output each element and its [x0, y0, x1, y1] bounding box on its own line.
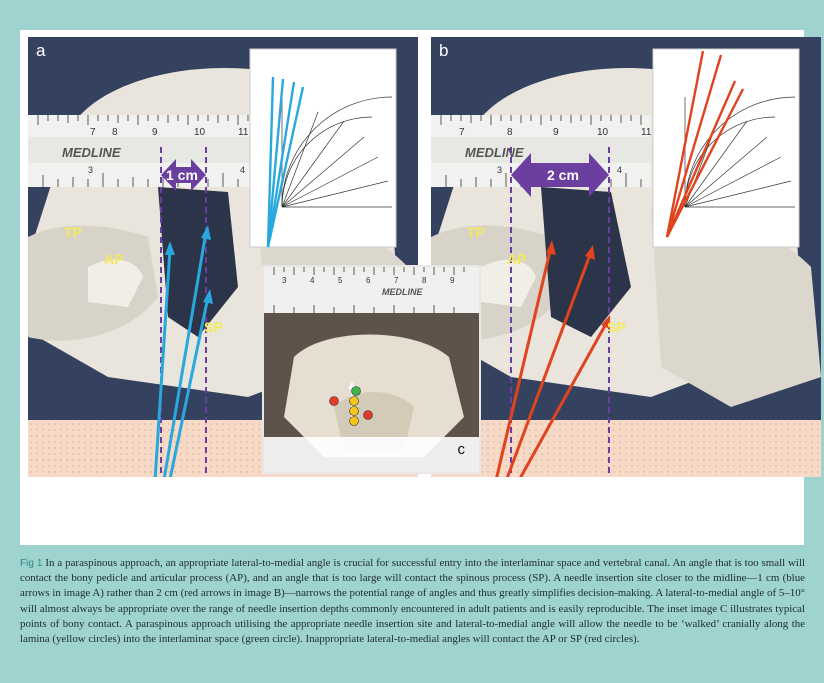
inset-c-letter: c — [457, 441, 466, 458]
ruler-tick-8: 8 — [507, 127, 513, 138]
ruler-tick-11: 11 — [238, 127, 249, 138]
red-needle-arrows — [495, 246, 609, 477]
label-sp: SP — [607, 319, 626, 335]
green-circle — [351, 386, 361, 396]
label-ap: AP — [104, 251, 124, 267]
panel-b-illustration: 7 8 9 10 11 MEDLINE 3 4 — [431, 37, 821, 477]
ruler-tick-7: 7 — [90, 127, 96, 138]
ruler-tick-11: 11 — [641, 127, 652, 138]
panel-a-letter: a — [36, 41, 46, 60]
inset-ruler-tick-7: 7 — [394, 276, 399, 285]
label-ap: AP — [507, 251, 527, 267]
ruler-tick-9: 9 — [553, 127, 559, 138]
ruler-inch-3: 3 — [497, 165, 502, 175]
ruler-tick-9: 9 — [152, 127, 158, 138]
yellow-circle — [349, 396, 359, 406]
inset-ruler-tick-8: 8 — [422, 276, 427, 285]
figure-caption: Fig 1 In a paraspinous approach, an appr… — [20, 556, 805, 647]
inset-ruler-tick-5: 5 — [338, 276, 343, 285]
label-tp: TP — [467, 224, 485, 240]
ruler-inch-3: 3 — [88, 165, 93, 175]
ruler-brand: MEDLINE — [465, 145, 524, 160]
distance-arrow — [161, 159, 206, 191]
inset-c-illustration: 3 4 5 6 7 8 9 MEDLINE — [264, 267, 479, 472]
ruler-tick-7: 7 — [459, 127, 465, 138]
blue-needle-arrows — [153, 231, 210, 477]
inset-ruler-tick-6: 6 — [366, 276, 371, 285]
label-sp: SP — [204, 319, 223, 335]
caption-text: In a paraspinous approach, an appropriat… — [20, 557, 805, 646]
red-circle — [329, 396, 339, 406]
ruler-inch-4: 4 — [240, 165, 245, 175]
ruler-tick-8: 8 — [112, 127, 118, 138]
ruler-tick-10: 10 — [597, 127, 609, 138]
panel-b-letter: b — [439, 41, 449, 60]
figure-number: Fig 1 — [20, 558, 43, 569]
inset-c: 3 4 5 6 7 8 9 MEDLINE c — [262, 265, 481, 474]
distance-label: 2 cm — [547, 167, 579, 183]
distance-label: 1 cm — [166, 167, 198, 183]
inset-ruler-tick-9: 9 — [450, 276, 455, 285]
inset-ruler-tick-3: 3 — [282, 276, 287, 285]
inset-ruler-tick-4: 4 — [310, 276, 315, 285]
red-circle — [363, 410, 373, 420]
ruler-inch-4: 4 — [617, 165, 622, 175]
panel-a: 7 8 9 10 11 MEDLINE 3 4 — [28, 37, 418, 477]
ruler-brand: MEDLINE — [62, 145, 121, 160]
ruler-tick-10: 10 — [194, 127, 206, 138]
panel-b: 7 8 9 10 11 MEDLINE 3 4 — [431, 37, 821, 477]
yellow-circle — [349, 416, 359, 426]
yellow-circle — [349, 406, 359, 416]
distance-arrow — [511, 153, 609, 197]
label-tp: TP — [64, 224, 82, 240]
inset-ruler-brand: MEDLINE — [382, 287, 423, 297]
panel-a-illustration: 7 8 9 10 11 MEDLINE 3 4 — [28, 37, 418, 477]
